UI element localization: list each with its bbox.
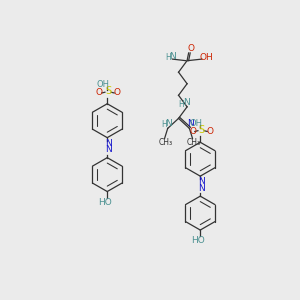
- Text: OH: OH: [96, 80, 109, 89]
- Text: N: N: [198, 184, 204, 193]
- Text: OH: OH: [200, 53, 213, 62]
- Text: S: S: [105, 86, 111, 96]
- Text: CH₃: CH₃: [186, 138, 200, 147]
- Text: H: H: [161, 120, 167, 129]
- Text: OH: OH: [189, 118, 202, 127]
- Text: HO: HO: [98, 198, 112, 207]
- Text: N: N: [105, 146, 111, 154]
- Text: N: N: [165, 118, 172, 127]
- Text: N: N: [183, 98, 190, 107]
- Text: HO: HO: [191, 236, 205, 245]
- Text: N: N: [198, 177, 204, 186]
- Text: CH₃: CH₃: [158, 138, 172, 147]
- Text: H: H: [178, 100, 184, 109]
- Text: O: O: [113, 88, 120, 98]
- Text: S: S: [198, 125, 204, 135]
- Text: N: N: [169, 52, 176, 61]
- Text: H: H: [165, 53, 171, 62]
- Text: O: O: [189, 127, 196, 136]
- Text: O: O: [188, 44, 194, 53]
- Text: N: N: [187, 118, 194, 127]
- Text: O: O: [206, 127, 213, 136]
- Text: N: N: [105, 139, 111, 148]
- Text: O: O: [96, 88, 103, 98]
